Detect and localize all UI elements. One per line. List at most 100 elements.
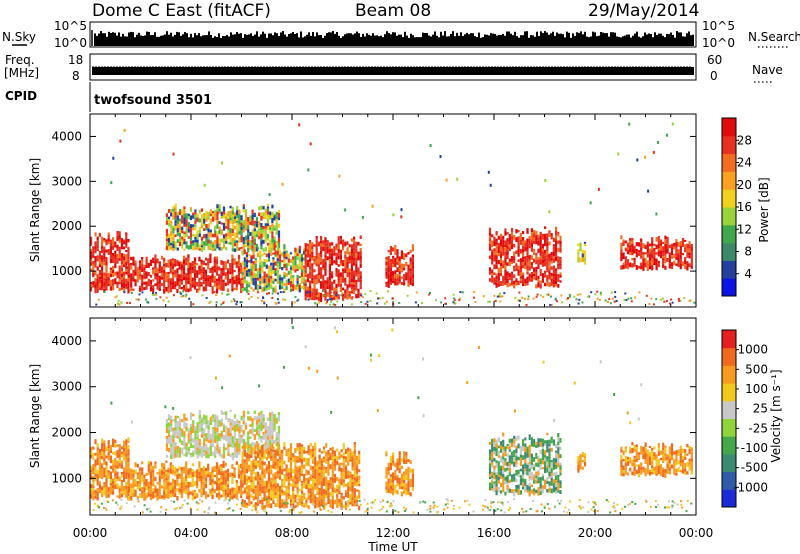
nsky-bar <box>260 34 262 46</box>
data-cell <box>350 248 353 254</box>
data-cell <box>287 483 290 486</box>
data-cell <box>214 434 217 439</box>
data-cell <box>178 447 182 451</box>
data-cell <box>285 452 288 457</box>
data-cell <box>236 438 239 441</box>
data-cell <box>620 246 623 250</box>
data-cell <box>176 496 179 501</box>
data-cell <box>488 241 492 244</box>
data-cell <box>169 259 172 262</box>
data-cell <box>125 492 128 498</box>
data-cell <box>504 240 507 245</box>
data-cell <box>261 280 264 284</box>
data-cell <box>259 455 262 458</box>
data-cell <box>277 245 281 249</box>
data-cell <box>154 485 157 489</box>
data-cell <box>107 494 110 498</box>
data-cell <box>238 440 241 444</box>
nsky-bar <box>676 31 678 46</box>
data-cell <box>300 444 304 447</box>
nsky-bar <box>538 35 540 46</box>
data-cell <box>101 255 104 258</box>
data-cell <box>322 498 326 502</box>
nsky-bar <box>442 35 444 46</box>
data-cell <box>314 476 317 479</box>
data-cell <box>651 262 654 266</box>
data-cell <box>350 289 353 292</box>
nsky-bar <box>602 32 604 46</box>
data-cell <box>359 251 362 256</box>
nsky-bar <box>664 37 666 46</box>
data-cell <box>172 430 175 436</box>
data-cell <box>167 274 170 279</box>
data-cell <box>387 290 390 293</box>
data-cell <box>265 287 268 291</box>
data-cell <box>207 223 210 229</box>
data-cell <box>313 275 316 280</box>
data-cell <box>314 496 317 500</box>
data-cell <box>204 257 208 261</box>
data-cell <box>182 466 186 472</box>
data-cell <box>165 439 168 444</box>
data-cell <box>92 446 95 450</box>
data-cell <box>174 287 177 290</box>
data-cell <box>254 472 257 477</box>
data-cell <box>289 269 293 275</box>
data-cell <box>646 241 649 244</box>
data-cell <box>259 262 262 266</box>
data-cell <box>229 217 232 221</box>
data-cell <box>283 244 286 249</box>
data-cell <box>270 469 273 475</box>
data-cell <box>294 260 297 266</box>
data-cell <box>198 423 201 428</box>
data-cell <box>276 448 279 452</box>
data-cell <box>518 291 521 294</box>
data-cell <box>138 269 142 275</box>
data-cell <box>242 410 245 414</box>
data-cell <box>342 268 345 271</box>
data-cell <box>202 271 205 275</box>
data-cell <box>141 493 144 498</box>
data-cell <box>220 488 223 491</box>
data-cell <box>183 424 186 429</box>
data-cell <box>550 235 553 240</box>
nsky-bar <box>618 36 620 46</box>
data-cell <box>659 254 663 259</box>
data-cell <box>262 212 265 217</box>
data-cell <box>296 470 299 473</box>
data-cell <box>666 241 669 244</box>
data-cell <box>189 439 193 442</box>
data-cell <box>622 252 625 256</box>
data-cell <box>187 495 190 499</box>
data-cell <box>240 439 243 444</box>
data-cell <box>220 437 223 440</box>
data-cell <box>209 282 212 287</box>
data-cell <box>331 477 334 482</box>
data-cell <box>300 471 304 474</box>
data-cell <box>318 487 321 491</box>
data-cell <box>429 291 431 294</box>
data-cell <box>105 261 108 266</box>
data-cell <box>118 265 121 268</box>
data-cell <box>326 242 329 247</box>
data-cell <box>149 461 153 466</box>
data-cell <box>339 283 342 288</box>
data-cell <box>94 439 97 445</box>
data-cell <box>200 208 204 212</box>
data-cell <box>136 486 139 490</box>
data-cell <box>309 474 312 477</box>
data-cell <box>171 488 175 494</box>
data-cell <box>218 492 221 496</box>
data-cell <box>176 277 179 280</box>
data-cell <box>622 255 625 260</box>
data-cell <box>101 273 104 276</box>
data-cell <box>243 269 246 275</box>
data-cell <box>231 283 234 289</box>
data-cell <box>285 449 288 453</box>
data-cell <box>224 276 227 280</box>
data-cell <box>229 490 232 496</box>
data-cell <box>331 248 334 254</box>
data-cell <box>287 496 290 500</box>
data-cell <box>226 259 230 264</box>
data-cell <box>346 295 349 300</box>
